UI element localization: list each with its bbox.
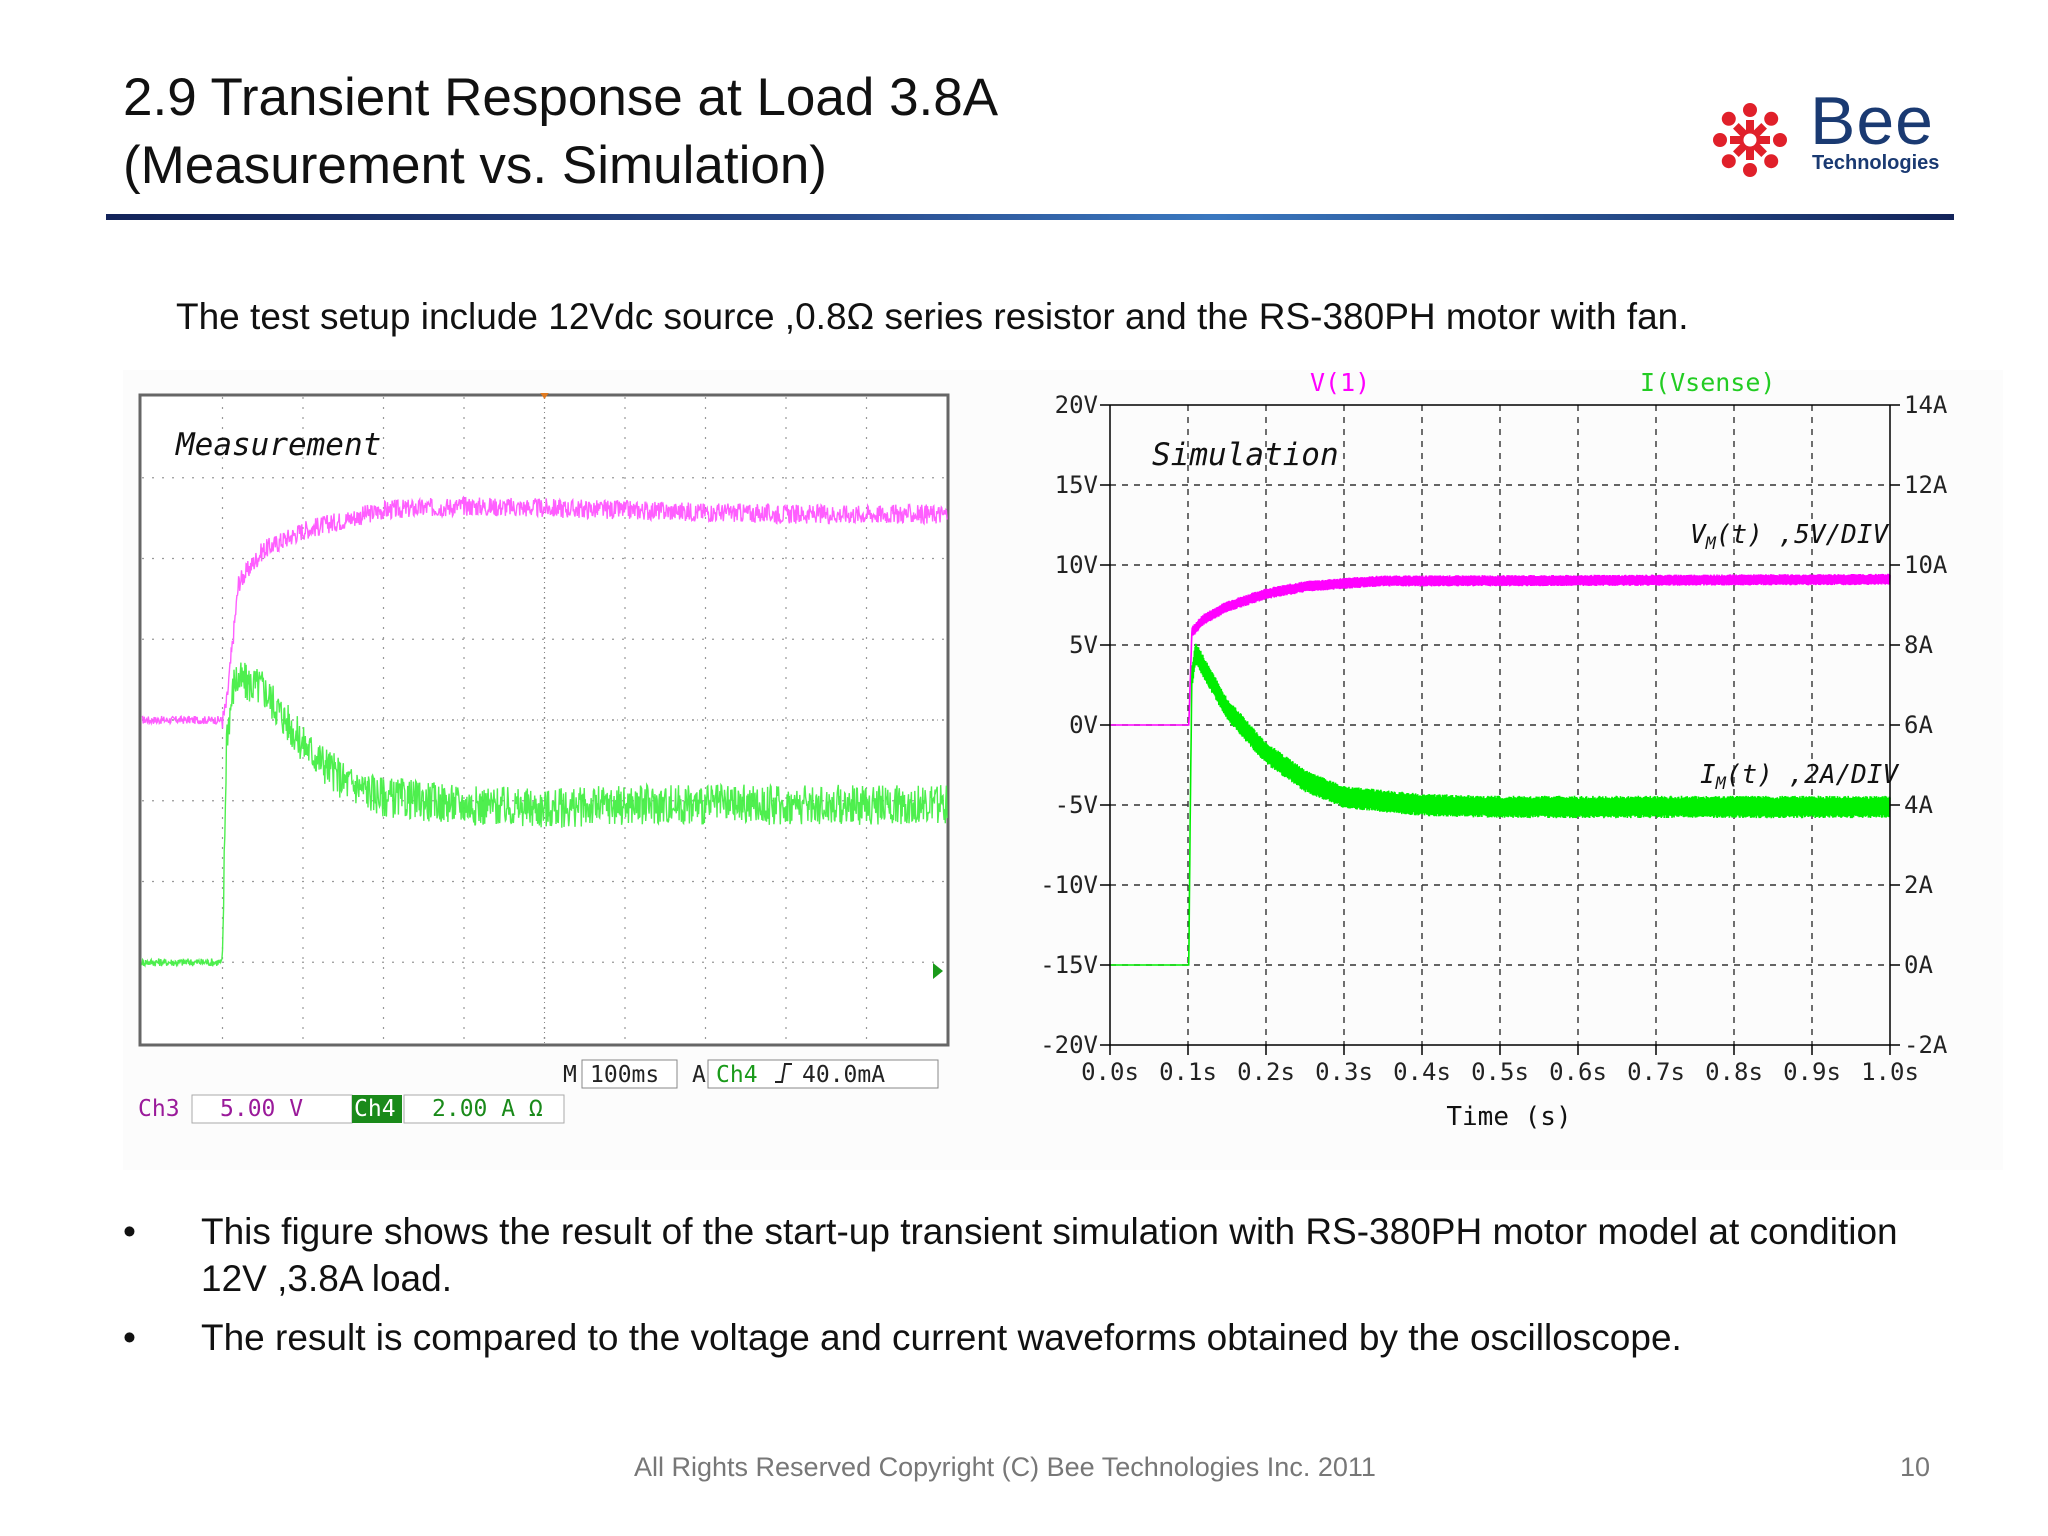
trigger-channel: Ch4 [716,1062,758,1088]
sim-trace-current [1110,643,1891,966]
sim-legend-voltage: V(1) [1310,368,1370,397]
title-divider [106,214,1954,220]
sim-left-tick-label: 0V [1069,711,1098,739]
logo-word: Bee [1810,83,1934,159]
logo-subtitle: Technologies [1812,152,1940,174]
timebase-box [581,1059,678,1089]
measurement-label: Measurement [175,427,381,463]
sim-annotation-voltage: VM(t) ,5V/DIV [1690,520,1889,554]
logo-petal [1764,154,1779,169]
bee-technologies-logo: Bee Technologies [1700,83,1965,190]
sim-right-tick-label: 8A [1904,631,1933,659]
logo-petal [1773,133,1787,147]
intro-text: The test setup include 12Vdc source ,0.8… [176,296,1689,337]
sim-legend-current: I(Vsense) [1640,368,1775,397]
ch4-scale: 2.00 A Ω [432,1096,543,1122]
sim-right-tick-label: 10A [1904,551,1948,579]
scope-trace-current [141,662,948,968]
ch3-scale-box [191,1094,353,1124]
ch3-label: Ch3 [138,1096,180,1122]
sim-right-tick-label: 14A [1904,391,1948,419]
sim-left-tick-label: -15V [1040,951,1098,979]
logo-spoke [1746,146,1754,160]
sim-x-tick-label: 0.7s [1627,1058,1685,1086]
copyright-footer: All Rights Reserved Copyright (C) Bee Te… [634,1452,1376,1482]
sim-x-tick-label: 0.9s [1783,1058,1841,1086]
timebase-prefix: M [563,1062,577,1088]
logo-petal [1743,163,1757,177]
logo-spoke [1756,136,1770,144]
sim-x-tick-label: 0.6s [1549,1058,1607,1086]
trigger-position-marker [540,393,549,399]
scope-readout: M 100ms A Ch4 40.0mA Ch3 5.00 V Ch4 2.00… [138,1059,939,1124]
trigger-level-marker [933,962,943,979]
sim-x-tick-label: 0.2s [1237,1058,1295,1086]
sim-left-tick-label: 20V [1055,391,1098,419]
simulation-chart: 20V 15V 10V 5V 0V -5V -10V -15V -20V 14A 12A 10A 8A 6… [1040,368,1948,1132]
sim-left-tick-label: -20V [1040,1031,1098,1059]
ch4-scale-box [403,1094,565,1124]
sim-right-tick-label: 2A [1904,871,1933,899]
sim-right-tick-label: 4A [1904,791,1933,819]
bullet-item: • This figure shows the result of the st… [123,1208,1943,1302]
ch4-badge [352,1095,402,1123]
sim-x-tick-label: 0.1s [1159,1058,1217,1086]
measurement-chart: Measurement [138,393,950,1047]
ch4-label: Ch4 [354,1096,396,1122]
scope-trace-voltage [141,495,948,729]
sim-right-tick-label: 0A [1904,951,1933,979]
title-line-2: (Measurement vs. Simulation) [123,136,827,195]
sim-x-tick-label: 1.0s [1861,1058,1919,1086]
bullet-item: • The result is compared to the voltage … [123,1314,1943,1361]
ch3-scale: 5.00 V [220,1096,303,1122]
sim-left-tick-label: 5V [1069,631,1098,659]
page-number: 10 [1900,1452,1931,1482]
bullet-dot-icon: • [123,1317,136,1358]
logo-spoke [1746,120,1754,134]
sim-x-tick-label: 0.3s [1315,1058,1373,1086]
sim-right-tick-label: 12A [1904,471,1948,499]
sim-annotation-current: IM(t) ,2A/DIV [1700,760,1899,794]
sim-left-tick-label: 10V [1055,551,1098,579]
title-line-1: 2.9 Transient Response at Load 3.8A [123,68,999,127]
slide-title: 2.9 Transient Response at Load 3.8A (Mea… [123,64,998,200]
sim-left-tick-label: 15V [1055,471,1098,499]
logo-petal [1721,111,1736,126]
sim-x-tick-label: 0.5s [1471,1058,1529,1086]
logo-spoke [1730,136,1744,144]
sim-right-tick-label: -2A [1904,1031,1948,1059]
sim-x-tick-label: 0.0s [1081,1058,1139,1086]
sim-left-tick-label: -5V [1055,791,1098,819]
logo-petal [1713,133,1727,147]
logo-center [1740,130,1760,150]
logo-petal [1743,103,1757,117]
sim-x-tick-label: 0.8s [1705,1058,1763,1086]
trigger-box [707,1059,939,1089]
sim-right-tick-label: 6A [1904,711,1933,739]
logo-petal [1721,154,1736,169]
bullet-text: The result is compared to the voltage an… [201,1317,1682,1358]
timebase-value: 100ms [590,1062,659,1088]
simulation-label: Simulation [1152,437,1339,473]
bullet-text: This figure shows the result of the star… [201,1211,1898,1299]
sim-left-tick-label: -10V [1040,871,1098,899]
bee-logo-mark-icon [1713,103,1787,177]
sim-trace-voltage [1110,573,1891,726]
bullet-list: • This figure shows the result of the st… [123,1208,1943,1373]
trigger-label: A [692,1062,706,1088]
logo-petal [1764,111,1779,126]
bullet-dot-icon: • [123,1211,136,1252]
sim-x-tick-label: 0.4s [1393,1058,1451,1086]
rising-edge-icon [775,1063,792,1083]
trigger-level: 40.0mA [802,1062,885,1088]
sim-x-axis-title: Time (s) [1446,1102,1571,1132]
